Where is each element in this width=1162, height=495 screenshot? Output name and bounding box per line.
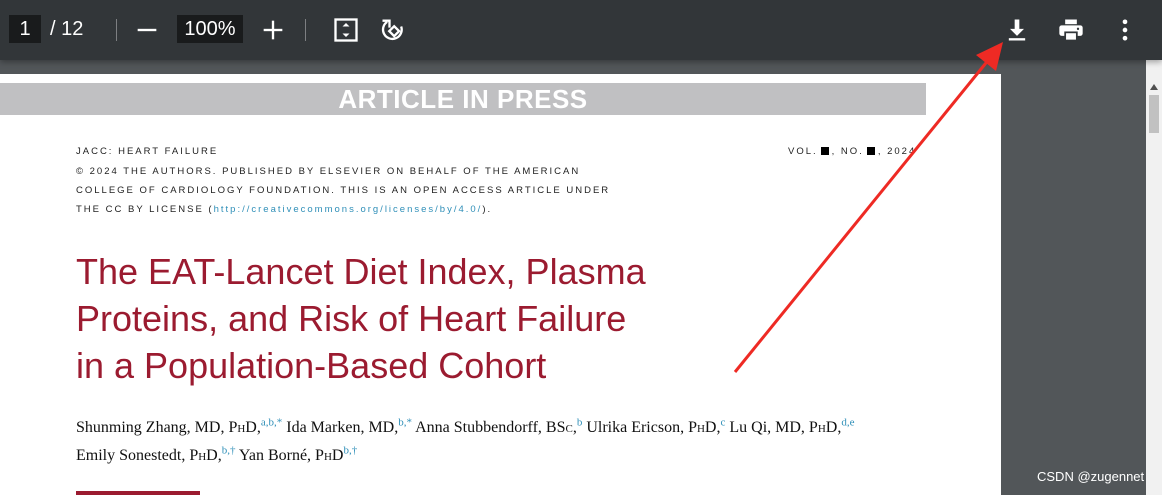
toolbar-divider xyxy=(305,19,306,41)
watermark: CSDN @zugennet xyxy=(1037,469,1145,484)
author: Ulrika Ericson, PhD,c xyxy=(586,417,726,437)
license-link[interactable]: http://creativecommons.org/licenses/by/4… xyxy=(213,204,483,215)
article-title: The EAT-Lancet Diet Index, Plasma Protei… xyxy=(76,251,646,386)
toolbar-divider xyxy=(116,19,117,41)
scroll-up-arrow-icon[interactable] xyxy=(1146,80,1162,94)
section-divider xyxy=(76,491,200,495)
more-vert-icon[interactable] xyxy=(1109,14,1141,46)
page-number-input[interactable]: 1 xyxy=(9,15,41,43)
print-icon[interactable] xyxy=(1055,14,1087,46)
minus-icon[interactable] xyxy=(131,14,163,46)
author-list: Shunming Zhang, MD, PhD,a,b,* Ida Marken… xyxy=(76,412,854,467)
pdf-toolbar: 1 / 12 100% xyxy=(0,0,1162,60)
pdf-page: ARTICLE IN PRESS JACC: HEART FAILURE VOL… xyxy=(0,74,1001,495)
author: Ida Marken, MD,b,* xyxy=(286,417,412,437)
author: Anna Stubbendorff, BSc,b xyxy=(415,417,583,437)
volume-info: VOL., NO., 2024 xyxy=(788,146,917,157)
author: Lu Qi, MD, PhD,d,e xyxy=(729,417,855,437)
license-line-3: THE CC BY LICENSE (http://creativecommon… xyxy=(76,204,493,215)
zoom-level-input[interactable]: 100% xyxy=(177,15,243,43)
article-in-press-banner: ARTICLE IN PRESS xyxy=(0,83,926,115)
author: Yan Borné, PhDb,† xyxy=(238,444,358,464)
scrollbar[interactable] xyxy=(1146,60,1162,495)
author: Shunming Zhang, MD, PhD,a,b,* xyxy=(76,417,283,437)
scrollbar-thumb[interactable] xyxy=(1149,95,1159,133)
rotate-icon[interactable] xyxy=(377,14,409,46)
author: Emily Sonestedt, PhD,b,† xyxy=(76,444,236,464)
page-total: / 12 xyxy=(50,18,84,40)
viewer-background xyxy=(1001,60,1146,495)
license-line-1: © 2024 THE AUTHORS. PUBLISHED BY ELSEVIE… xyxy=(76,166,581,177)
journal-name: JACC: HEART FAILURE xyxy=(76,146,219,157)
plus-icon[interactable] xyxy=(257,14,289,46)
fit-page-icon[interactable] xyxy=(330,14,362,46)
download-icon[interactable] xyxy=(1001,14,1033,46)
license-line-2: COLLEGE OF CARDIOLOGY FOUNDATION. THIS I… xyxy=(76,185,611,196)
